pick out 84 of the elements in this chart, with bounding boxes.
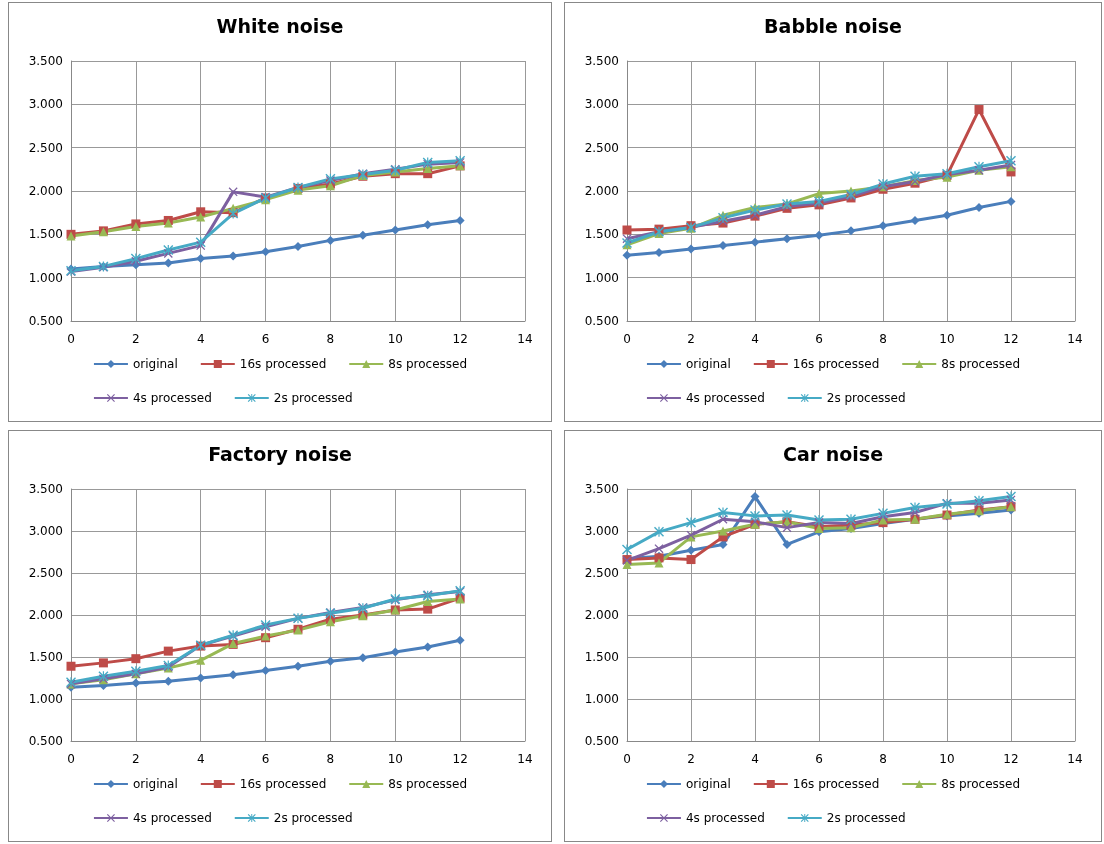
x-tick-label: 12 xyxy=(1003,752,1019,766)
x-tick-label: 8 xyxy=(326,752,335,766)
legend-label: 4s processed xyxy=(132,811,212,825)
y-tick-label: 2.000 xyxy=(584,608,619,622)
legend-label: original xyxy=(132,777,178,791)
x-tick-label: 4 xyxy=(196,752,205,766)
y-tick-label: 3.500 xyxy=(584,482,619,496)
x-tick-label: 0 xyxy=(67,332,75,346)
x-tick-label: 4 xyxy=(196,332,205,346)
chart-title: White noise xyxy=(216,14,344,37)
x-tick-label: 2 xyxy=(687,332,695,346)
y-tick-label: 1.000 xyxy=(584,270,619,285)
legend-label: 4s processed xyxy=(685,811,765,825)
x-tick-label: 14 xyxy=(517,752,533,766)
x-tick-label: 0 xyxy=(67,752,75,766)
x-tick-label: 6 xyxy=(815,752,823,766)
legend-label: 2s processed xyxy=(826,811,906,825)
x-tick-label: 6 xyxy=(815,332,823,346)
chart-title: Car noise xyxy=(782,442,884,465)
y-tick-label: 3.500 xyxy=(28,482,63,496)
y-tick-label: 0.500 xyxy=(28,734,63,748)
legend-label: 4s processed xyxy=(685,391,765,405)
y-tick-label: 0.500 xyxy=(28,314,63,328)
x-tick-label: 14 xyxy=(517,332,533,346)
x-tick-label: 14 xyxy=(1067,752,1083,766)
y-tick-label: 1.500 xyxy=(584,650,619,664)
chart-title: Factory noise xyxy=(208,442,352,465)
x-tick-label: 10 xyxy=(387,752,403,766)
x-tick-label: 2 xyxy=(132,332,140,346)
x-tick-label: 10 xyxy=(387,332,403,346)
x-tick-label: 10 xyxy=(939,332,955,346)
x-tick-label: 2 xyxy=(687,752,695,766)
x-tick-label: 10 xyxy=(939,752,955,766)
legend-label: 2s processed xyxy=(273,811,353,825)
legend-label: 16s processed xyxy=(239,357,327,371)
legend-label: 16s processed xyxy=(792,777,880,791)
legend-label: 16s processed xyxy=(792,357,880,371)
x-tick-label: 0 xyxy=(623,332,631,346)
x-tick-label: 14 xyxy=(1067,332,1083,346)
y-tick-label: 1.500 xyxy=(584,227,619,242)
legend-label: original xyxy=(132,357,178,371)
legend-label: original xyxy=(685,357,731,371)
y-tick-label: 3.000 xyxy=(584,524,619,538)
y-tick-label: 2.000 xyxy=(584,184,619,198)
x-tick-label: 12 xyxy=(1003,332,1019,346)
y-tick-label: 2.500 xyxy=(584,140,619,155)
y-tick-label: 3.500 xyxy=(584,54,619,68)
legend-label: 4s processed xyxy=(132,391,212,405)
y-tick-label: 3.500 xyxy=(28,54,63,68)
legend-label: 8s processed xyxy=(941,777,1021,791)
y-tick-label: 1.000 xyxy=(584,692,619,706)
x-tick-label: 2 xyxy=(132,752,140,766)
y-tick-label: 1.500 xyxy=(28,650,63,664)
y-tick-label: 2.000 xyxy=(28,608,63,622)
x-tick-label: 8 xyxy=(879,752,887,766)
x-tick-label: 12 xyxy=(452,332,468,346)
legend-label: original xyxy=(685,777,731,791)
x-tick-label: 8 xyxy=(326,332,335,346)
y-tick-label: 3.000 xyxy=(28,97,63,112)
y-tick-label: 3.000 xyxy=(584,97,619,112)
y-tick-label: 1.500 xyxy=(28,227,63,242)
x-tick-label: 12 xyxy=(452,752,468,766)
x-tick-label: 4 xyxy=(751,332,759,346)
legend-label: 8s processed xyxy=(388,777,468,791)
y-tick-label: 2.500 xyxy=(28,140,63,155)
y-tick-label: 2.000 xyxy=(28,184,63,198)
chart-title: Babble noise xyxy=(764,14,902,37)
y-tick-label: 2.500 xyxy=(584,566,619,580)
legend-label: 16s processed xyxy=(239,777,327,791)
y-tick-label: 1.000 xyxy=(28,692,63,706)
y-tick-label: 1.000 xyxy=(28,270,63,285)
x-tick-label: 8 xyxy=(879,332,887,346)
x-tick-label: 6 xyxy=(261,752,270,766)
y-tick-label: 3.000 xyxy=(28,524,63,538)
x-tick-label: 0 xyxy=(623,752,631,766)
legend-label: 8s processed xyxy=(388,357,468,371)
legend-label: 2s processed xyxy=(826,391,906,405)
y-tick-label: 0.500 xyxy=(584,734,619,748)
x-tick-label: 6 xyxy=(261,332,270,346)
y-tick-label: 0.500 xyxy=(584,314,619,328)
y-tick-label: 2.500 xyxy=(28,566,63,580)
x-tick-label: 4 xyxy=(751,752,759,766)
legend-label: 8s processed xyxy=(941,357,1021,371)
legend-label: 2s processed xyxy=(273,391,353,405)
